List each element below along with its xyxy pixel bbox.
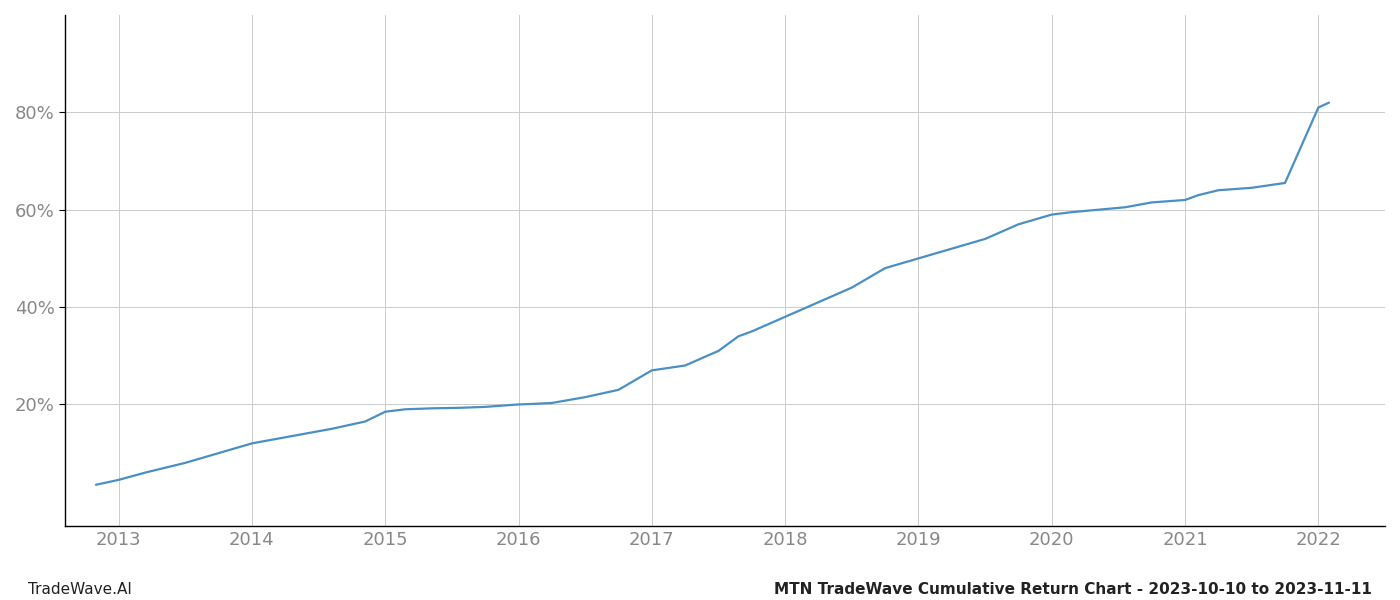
Text: TradeWave.AI: TradeWave.AI: [28, 582, 132, 597]
Text: MTN TradeWave Cumulative Return Chart - 2023-10-10 to 2023-11-11: MTN TradeWave Cumulative Return Chart - …: [774, 582, 1372, 597]
